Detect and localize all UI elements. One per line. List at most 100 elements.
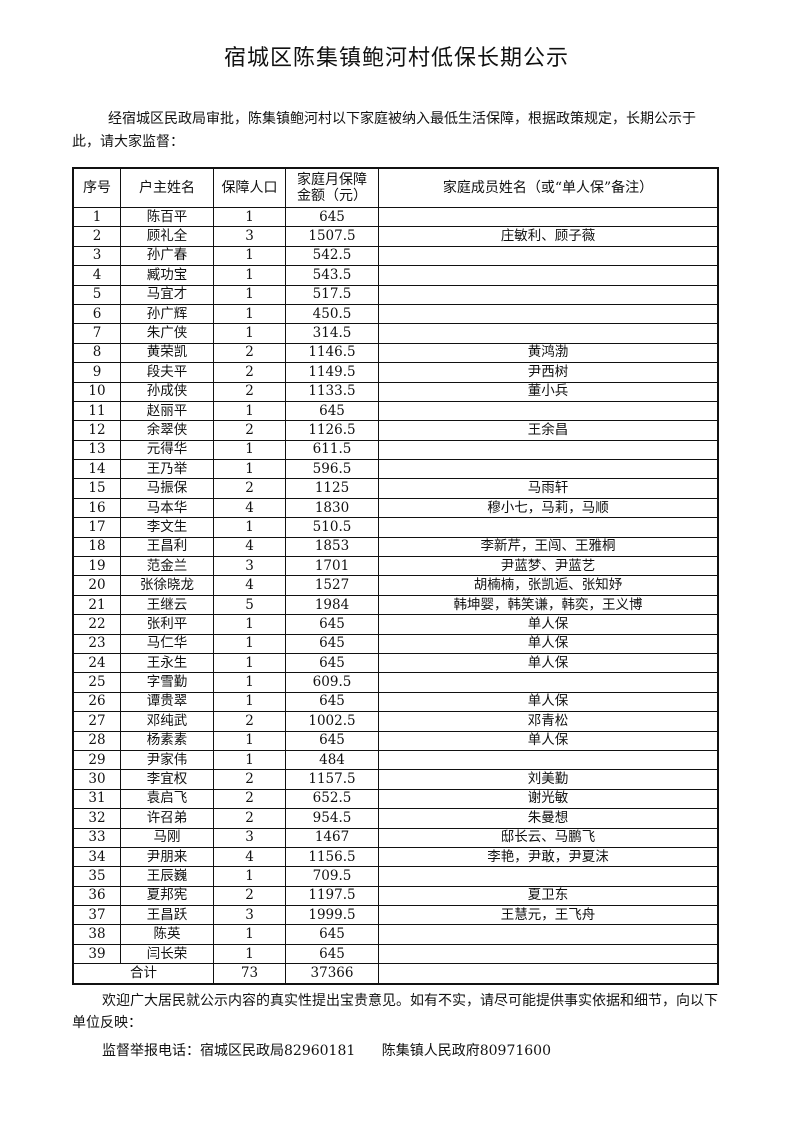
header-amount: 家庭月保障金额（元） — [285, 167, 379, 208]
cell-index: 19 — [72, 556, 121, 577]
cell-householder: 孙广春 — [120, 245, 214, 267]
table-row: 39 闫长荣 1 645 — [72, 943, 719, 965]
cell-population: 1 — [213, 614, 286, 635]
cell-population: 1 — [213, 323, 286, 344]
cell-amount: 450.5 — [285, 303, 379, 325]
cell-index: 6 — [72, 303, 121, 325]
table-row: 36 夏邦宪 2 1197.5 夏卫东 — [72, 885, 719, 907]
cell-population: 1 — [213, 439, 286, 461]
cell-population: 2 — [213, 711, 286, 732]
cell-index: 3 — [72, 245, 121, 267]
table-header-row: 序号 户主姓名 保障人口 家庭月保障金额（元） 家庭成员姓名（或“单人保”备注） — [72, 167, 719, 208]
cell-index: 29 — [72, 749, 121, 771]
cell-members: 单人保 — [378, 633, 719, 654]
header-householder: 户主姓名 — [120, 167, 214, 208]
table-row: 23 马仁华 1 645 单人保 — [72, 633, 719, 654]
cell-householder: 元得华 — [120, 439, 214, 461]
cell-population: 1 — [213, 245, 286, 267]
cell-index: 23 — [72, 633, 121, 654]
cell-index: 27 — [72, 711, 121, 732]
cell-index: 34 — [72, 846, 121, 868]
cell-population: 4 — [213, 497, 286, 519]
cell-members — [378, 284, 719, 305]
cell-amount: 517.5 — [285, 284, 379, 305]
cell-amount: 1507.5 — [285, 226, 379, 247]
cell-householder: 李宜权 — [120, 769, 214, 790]
cell-population: 2 — [213, 362, 286, 383]
table-row: 34 尹朋来 4 1156.5 李艳，尹敢，尹夏沫 — [72, 846, 719, 868]
cell-householder: 段夫平 — [120, 362, 214, 383]
cell-index: 15 — [72, 478, 121, 499]
header-index: 序号 — [72, 167, 121, 208]
total-label: 合计 — [72, 963, 214, 985]
cell-amount: 645 — [285, 943, 379, 965]
cell-amount: 542.5 — [285, 245, 379, 267]
table-row: 15 马振保 2 1125 马雨轩 — [72, 478, 719, 499]
cell-householder: 马振保 — [120, 478, 214, 499]
cell-members: 尹西树 — [378, 362, 719, 383]
cell-amount: 1125 — [285, 478, 379, 499]
cell-index: 24 — [72, 652, 121, 674]
cell-members — [378, 459, 719, 480]
cell-population: 3 — [213, 827, 286, 848]
table-row: 6 孙广辉 1 450.5 — [72, 303, 719, 325]
table-row: 10 孙成侠 2 1133.5 董小兵 — [72, 381, 719, 402]
cell-amount: 645 — [285, 206, 379, 228]
cell-householder: 陈百平 — [120, 206, 214, 228]
cell-members: 单人保 — [378, 652, 719, 674]
table-row: 21 王继云 5 1984 韩坤婴，韩笑谦，韩奕，王义博 — [72, 594, 719, 616]
cell-householder: 王昌利 — [120, 536, 214, 558]
cell-index: 31 — [72, 788, 121, 810]
cell-members — [378, 400, 719, 422]
cell-population: 1 — [213, 459, 286, 480]
cell-population: 2 — [213, 420, 286, 441]
cell-householder: 夏邦宪 — [120, 885, 214, 907]
cell-amount: 1133.5 — [285, 381, 379, 402]
cell-members: 夏卫东 — [378, 885, 719, 907]
cell-index: 14 — [72, 459, 121, 480]
cell-amount: 1527 — [285, 575, 379, 596]
cell-members — [378, 439, 719, 461]
cell-members — [378, 206, 719, 228]
table-row: 28 杨素素 1 645 单人保 — [72, 730, 719, 751]
cell-population: 1 — [213, 943, 286, 965]
cell-members: 邓青松 — [378, 711, 719, 732]
table-row: 11 赵丽平 1 645 — [72, 400, 719, 422]
cell-members: 穆小七，马莉，马顺 — [378, 497, 719, 519]
contact-civil-affairs: 监督举报电话：宿城区民政局82960181 — [102, 1043, 356, 1059]
cell-population: 4 — [213, 536, 286, 558]
cell-amount: 484 — [285, 749, 379, 771]
cell-index: 32 — [72, 808, 121, 829]
cell-amount: 645 — [285, 691, 379, 713]
cell-members: 王慧元，王飞舟 — [378, 905, 719, 926]
cell-members: 朱曼想 — [378, 808, 719, 829]
cell-population: 1 — [213, 730, 286, 751]
cell-householder: 王昌跃 — [120, 905, 214, 926]
cell-householder: 马宜才 — [120, 284, 214, 305]
cell-population: 2 — [213, 342, 286, 364]
cell-population: 1 — [213, 924, 286, 945]
cell-members: 马雨轩 — [378, 478, 719, 499]
cell-householder: 臧功宝 — [120, 265, 214, 286]
cell-members: 胡楠楠，张凯逅、张知妤 — [378, 575, 719, 596]
cell-householder: 范金兰 — [120, 556, 214, 577]
cell-householder: 李文生 — [120, 517, 214, 538]
cell-householder: 杨素素 — [120, 730, 214, 751]
cell-householder: 孙成侠 — [120, 381, 214, 402]
cell-population: 1 — [213, 303, 286, 325]
cell-householder: 邓纯武 — [120, 711, 214, 732]
cell-index: 35 — [72, 866, 121, 887]
cell-amount: 1701 — [285, 556, 379, 577]
cell-index: 1 — [72, 206, 121, 228]
cell-population: 1 — [213, 284, 286, 305]
table-row: 33 马刚 3 1467 邸长云、马鹏飞 — [72, 827, 719, 848]
cell-index: 5 — [72, 284, 121, 305]
cell-householder: 字雪勤 — [120, 672, 214, 693]
cell-members: 王余昌 — [378, 420, 719, 441]
cell-householder: 王辰巍 — [120, 866, 214, 887]
cell-amount: 652.5 — [285, 788, 379, 810]
table-row: 8 黄荣凯 2 1146.5 黄鸿渤 — [72, 342, 719, 364]
cell-members: 谢光敏 — [378, 788, 719, 810]
table-row: 29 尹家伟 1 484 — [72, 749, 719, 771]
cell-population: 3 — [213, 556, 286, 577]
